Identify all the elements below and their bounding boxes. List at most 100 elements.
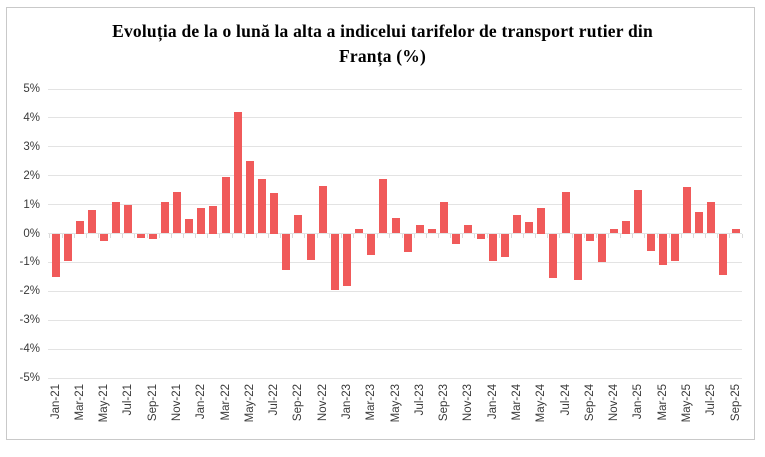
bar-Jan-23 [342, 233, 351, 286]
y-axis-tick-label: -5% [19, 372, 40, 384]
x-axis-tick-label: Jan-21 [49, 384, 62, 420]
bar-Jan-25 [634, 190, 643, 234]
x-axis-tick [401, 233, 403, 238]
x-axis-tick-label: May-24 [535, 384, 548, 423]
x-axis-tick-label: Jan-23 [340, 384, 353, 420]
x-axis-tick [729, 233, 731, 238]
x-axis-tick-label: Sep-25 [729, 384, 742, 422]
x-axis-tick-label: May-22 [243, 384, 256, 423]
x-axis-tick [353, 233, 354, 238]
y-axis-tick-label: 4% [23, 111, 40, 124]
x-axis-tick [243, 233, 245, 238]
x-axis-tick [425, 233, 427, 238]
x-axis-tick-label: Nov-21 [170, 384, 183, 422]
x-axis-tick-label: Mar-23 [365, 384, 378, 421]
x-axis-tick [595, 233, 597, 238]
bar-Aug-21 [136, 233, 145, 238]
bar-Apr-23 [379, 178, 388, 234]
x-axis-tick-label: Jul-21 [122, 384, 135, 416]
bar-Dec-21 [185, 219, 194, 234]
bar-Jun-23 [403, 233, 412, 253]
x-axis-tick-label: Mar-21 [73, 384, 86, 421]
bar-Nov-24 [610, 229, 619, 234]
x-axis-tick [389, 233, 391, 238]
x-axis-tick-label: Sep-21 [146, 384, 159, 422]
x-axis-tick [474, 233, 476, 238]
x-axis-tick [547, 233, 549, 238]
y-axis-tick-label: 2% [23, 169, 40, 182]
gridline [48, 117, 742, 119]
x-axis-tick [535, 233, 537, 238]
x-axis-tick [183, 233, 184, 238]
bar-Aug-25 [719, 233, 728, 276]
gridline [48, 204, 742, 206]
x-axis-tick [693, 233, 694, 238]
bar-Feb-24 [500, 233, 509, 257]
gridline [48, 88, 742, 90]
x-axis-tick [280, 233, 282, 238]
y-axis-tick-label: -2% [19, 285, 40, 298]
x-axis-tick [170, 233, 172, 238]
bar-Jul-22 [270, 193, 279, 234]
y-axis-tick-label: 0% [23, 227, 40, 240]
bar-Mar-22 [221, 177, 230, 234]
bar-Oct-24 [597, 233, 606, 263]
y-axis-tick-label: 5% [23, 83, 40, 95]
x-axis-tick [510, 233, 512, 238]
x-axis-tick [231, 233, 233, 238]
x-axis-tick [656, 233, 658, 238]
x-axis-tick [571, 233, 573, 238]
x-axis-tick [413, 233, 415, 238]
gridline [48, 348, 742, 350]
x-axis-tick [304, 233, 306, 238]
bar-Aug-24 [573, 233, 582, 280]
x-axis-tick-label: Jul-25 [705, 384, 718, 416]
bar-Nov-21 [172, 191, 181, 234]
x-axis-tick [122, 233, 124, 238]
x-axis-tick [98, 233, 99, 238]
x-axis-tick [219, 233, 221, 238]
bar-Oct-22 [306, 233, 315, 260]
bar-May-21 [100, 233, 109, 241]
x-axis-tick [255, 233, 257, 238]
gridline [48, 146, 742, 148]
x-axis-tick [268, 233, 269, 238]
x-axis-tick [110, 233, 112, 238]
gridline [48, 261, 742, 263]
bar-Dec-22 [330, 233, 339, 290]
y-axis-tick-label: 1% [23, 198, 40, 211]
gridline [48, 319, 742, 321]
x-axis-tick-label: Sep-23 [438, 384, 451, 422]
bar-Oct-23 [452, 233, 461, 244]
x-axis-tick-label: Mar-25 [656, 384, 669, 421]
x-axis-tick [85, 233, 87, 238]
x-axis-tick [340, 233, 342, 238]
bar-Apr-24 [525, 221, 534, 234]
x-axis-tick [207, 233, 209, 238]
x-axis-tick [559, 233, 561, 238]
x-axis-tick [134, 233, 136, 238]
gridline [48, 233, 742, 234]
x-axis-tick [644, 233, 646, 238]
bar-Sep-22 [294, 214, 303, 234]
bar-May-23 [391, 217, 400, 234]
x-axis-tick-label: May-21 [98, 384, 111, 423]
bar-Mar-23 [367, 233, 376, 256]
gridline [48, 175, 742, 177]
bar-Jan-22 [197, 207, 206, 234]
bar-Jun-21 [112, 201, 121, 234]
bar-Mar-25 [658, 233, 667, 266]
bar-Dec-24 [622, 220, 631, 234]
bar-Nov-22 [318, 185, 327, 234]
x-axis-tick-label: Jan-22 [195, 384, 208, 420]
x-axis-tick [632, 233, 634, 238]
bar-Jul-24 [561, 191, 570, 234]
bar-Sep-24 [585, 233, 594, 241]
bar-Sep-25 [731, 229, 740, 234]
x-axis-tick-label: Mar-22 [219, 384, 232, 421]
bar-Aug-22 [282, 233, 291, 270]
x-axis-tick [717, 233, 719, 238]
x-axis-tick [705, 233, 707, 238]
y-axis-tick-label: -1% [19, 256, 40, 269]
chart-title-line-1: Evoluția de la o lună la alta a indicelu… [112, 21, 653, 41]
